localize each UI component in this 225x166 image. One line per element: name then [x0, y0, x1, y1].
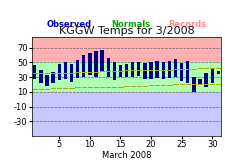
Title: KGGW Temps for 3/2008: KGGW Temps for 3/2008	[58, 26, 194, 36]
Bar	[32, 62, 220, 92]
Bar	[51, 72, 54, 83]
Text: Records: Records	[168, 20, 205, 29]
Bar	[88, 53, 91, 75]
Bar	[32, 92, 220, 136]
X-axis label: March 2008: March 2008	[101, 151, 151, 160]
Text: Observed: Observed	[47, 20, 92, 29]
Bar	[137, 62, 140, 76]
Bar	[82, 55, 85, 77]
Bar	[210, 68, 213, 83]
Bar	[216, 71, 219, 74]
Bar	[173, 59, 176, 77]
Bar	[32, 37, 220, 62]
Bar	[124, 64, 128, 77]
Bar	[130, 62, 134, 77]
Bar	[106, 58, 109, 77]
Bar	[63, 62, 67, 79]
Bar	[167, 61, 170, 78]
Bar	[149, 62, 152, 79]
Bar	[94, 51, 97, 77]
Bar	[191, 77, 195, 92]
Bar	[70, 64, 73, 82]
Bar	[179, 63, 182, 81]
Bar	[45, 75, 48, 86]
Bar	[118, 65, 122, 77]
Bar	[143, 63, 146, 79]
Bar	[100, 50, 103, 72]
Bar	[39, 70, 42, 83]
Bar	[185, 61, 189, 83]
Text: Normals: Normals	[111, 20, 150, 29]
Bar	[112, 62, 115, 80]
Bar	[57, 64, 61, 80]
Bar	[198, 79, 201, 84]
Bar	[161, 62, 164, 79]
Bar	[33, 65, 36, 79]
Bar	[204, 73, 207, 87]
Bar	[155, 61, 158, 78]
Bar	[76, 60, 79, 78]
